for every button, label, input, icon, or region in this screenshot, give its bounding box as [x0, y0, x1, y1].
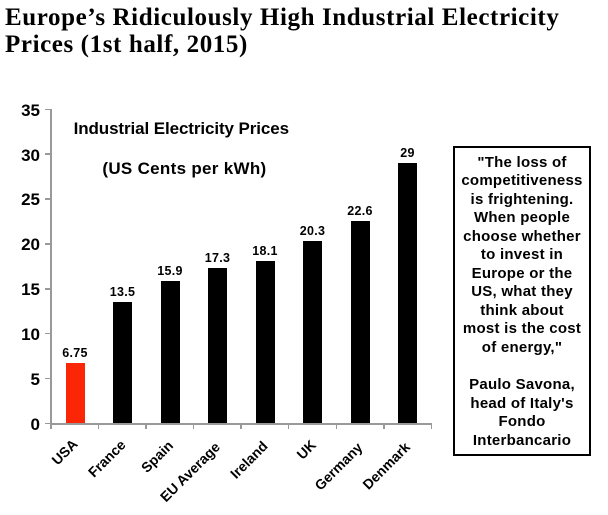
svg-text:Ireland: Ireland	[227, 438, 271, 482]
svg-text:France: France	[85, 436, 129, 480]
svg-text:Denmark: Denmark	[359, 439, 413, 493]
svg-text:Spain: Spain	[138, 437, 176, 475]
svg-text:UK: UK	[293, 437, 319, 463]
svg-text:USA: USA	[48, 436, 80, 468]
svg-text:Germany: Germany	[311, 439, 365, 493]
svg-text:EU Average: EU Average	[157, 439, 223, 505]
